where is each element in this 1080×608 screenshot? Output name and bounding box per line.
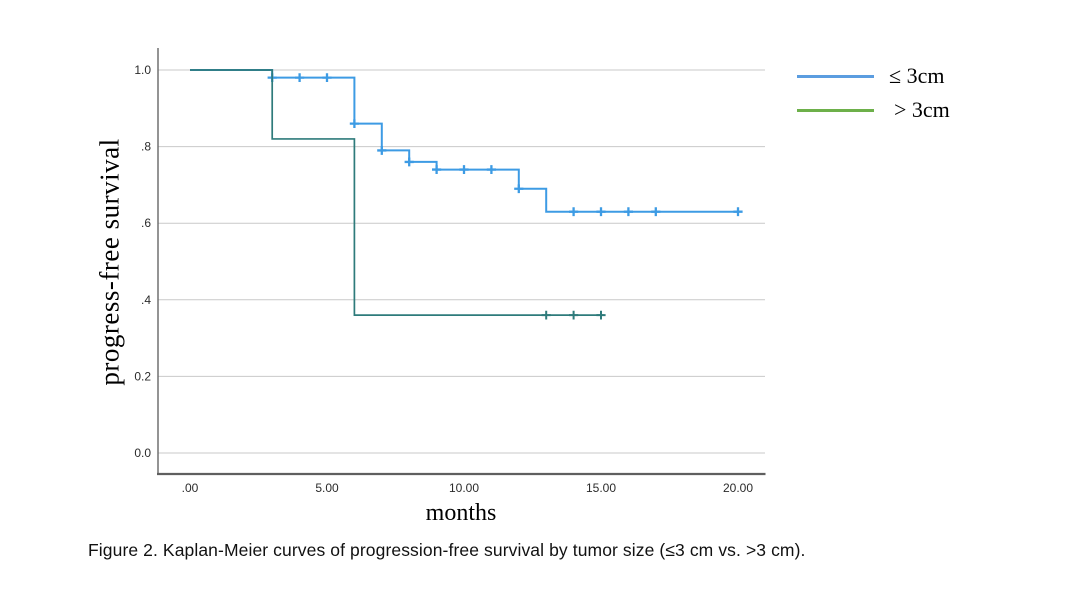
censor-mark-series-0 — [514, 184, 524, 194]
y-tick-label-1.0: 1.0 — [134, 63, 151, 77]
censor-mark-series-0 — [295, 73, 305, 83]
legend-label-gt-3cm: > 3cm — [894, 97, 950, 122]
legend-line-gt-3cm-icon — [797, 108, 874, 112]
censor-mark-series-0 — [459, 165, 469, 174]
legend-label-le-3cm: ≤ 3cm — [889, 63, 945, 88]
y-tick-label-.6: .6 — [141, 216, 151, 230]
censor-mark-series-0 — [404, 157, 414, 167]
legend-item-le-3cm: ≤ 3cm — [797, 59, 950, 93]
censor-mark-series-0 — [733, 207, 743, 217]
censor-mark-series-1 — [541, 310, 551, 320]
legend-line-le-3cm-icon — [797, 74, 874, 78]
censor-mark-series-1 — [569, 310, 579, 320]
figure-caption: Figure 2. Kaplan-Meier curves of progres… — [88, 540, 806, 560]
censor-mark-series-0 — [651, 207, 661, 217]
censor-mark-series-0 — [322, 73, 332, 83]
x-tick-label-10.00: 10.00 — [449, 481, 479, 495]
chart-legend: ≤ 3cm > 3cm — [797, 59, 950, 127]
x-tick-label-15.00: 15.00 — [586, 481, 616, 495]
censor-mark-series-0 — [377, 146, 387, 155]
censor-mark-series-0 — [349, 119, 359, 129]
km-curve-series-0 — [190, 69, 738, 213]
x-tick-label-5.00: 5.00 — [315, 481, 339, 495]
censor-mark-series-0 — [596, 207, 606, 217]
y-tick-label-0.0: 0.0 — [134, 446, 151, 460]
km-curve-series-1 — [190, 69, 604, 316]
censor-mark-series-0 — [623, 207, 633, 217]
y-tick-label-0.2: 0.2 — [134, 369, 151, 383]
legend-item-gt-3cm: > 3cm — [797, 93, 950, 127]
x-axis-title: months — [425, 500, 497, 526]
censor-mark-series-0 — [486, 165, 496, 174]
censor-mark-series-1 — [596, 310, 606, 320]
y-tick-label-.4: .4 — [141, 293, 151, 307]
censor-mark-series-0 — [569, 207, 579, 217]
censor-mark-series-0 — [432, 165, 442, 174]
x-tick-label-.00: .00 — [182, 481, 199, 495]
x-tick-label-20.00: 20.00 — [723, 481, 753, 495]
y-axis-title: progress-free survival — [94, 138, 125, 386]
km-plot-area: 0.0 0.2 .4 .6 .8 1.0 .00 5.00 10.00 15.00 20.00 — [134, 48, 766, 495]
y-tick-label-.8: .8 — [141, 140, 151, 154]
